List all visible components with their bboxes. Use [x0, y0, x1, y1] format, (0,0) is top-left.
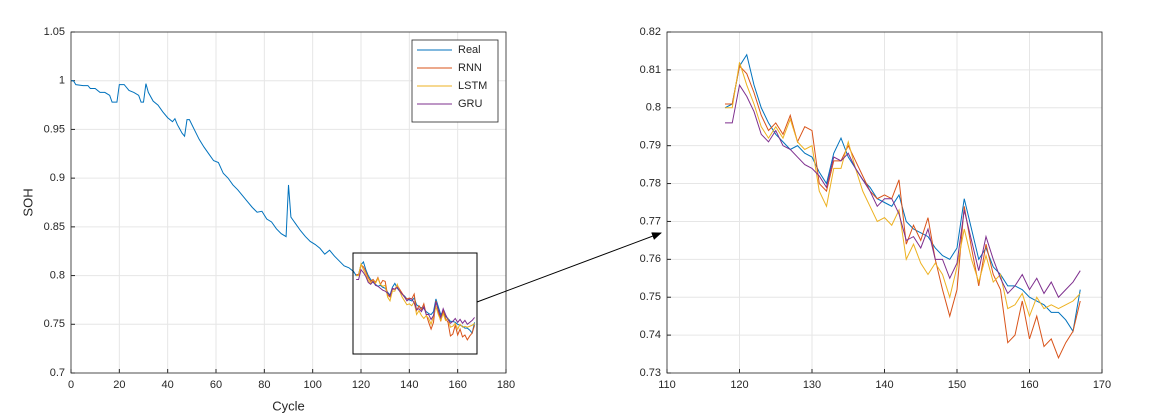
x-tick-label: 0 [68, 379, 74, 391]
x-tick-label: 140 [400, 379, 418, 391]
series-line [725, 83, 1081, 299]
legend-box [411, 39, 499, 123]
y-tick-label: 0.76 [640, 253, 661, 265]
zoom-arrow [476, 232, 662, 303]
x-tick-label: 100 [303, 379, 321, 391]
axes-box [70, 31, 507, 374]
legend-label: LSTM [458, 80, 487, 92]
y-axis-label: SOH [20, 188, 35, 216]
series-line [725, 62, 1081, 318]
legend: Real RNN LSTM GRU [411, 39, 499, 123]
legend-label: Real [458, 44, 481, 56]
x-tick-label: 160 [448, 379, 466, 391]
x-tick-label: 60 [210, 379, 222, 391]
y-tick-label: 0.79 [640, 140, 661, 152]
y-tick-label: 0.82 [640, 26, 661, 38]
axes: 0 20 40 60 80 100 120 140 160 180 0.7 0.75 0.8 0.85 0.… [20, 26, 515, 414]
axes-box [666, 31, 1103, 374]
x-axis-label: Cycle [272, 398, 305, 413]
x-tick-label: 180 [497, 379, 515, 391]
y-tick-label: 0.8 [646, 102, 661, 114]
y-tick-label: 0.9 [50, 172, 65, 184]
axes: 110 120 130 140 150 160 170 0.73 0.74 0.75 0.76 0.7… [640, 26, 1112, 391]
y-tick-label: 0.73 [640, 367, 661, 379]
series-line [71, 80, 476, 335]
x-tick-label: 150 [948, 379, 966, 391]
y-tick-label: 0.75 [44, 318, 65, 330]
y-tick-label: 1.05 [44, 26, 65, 38]
x-tick-label: 140 [875, 379, 893, 391]
y-tick-label: 0.95 [44, 123, 65, 135]
legend-label: GRU [458, 98, 483, 110]
y-tick-label: 0.74 [640, 329, 661, 341]
zoom-box [352, 252, 478, 355]
y-tick-label: 0.85 [44, 221, 65, 233]
y-tick-label: 0.8 [50, 269, 65, 281]
y-tick-label: 0.78 [640, 177, 661, 189]
y-tick-label: 1 [59, 75, 65, 87]
series-line [725, 65, 1081, 360]
x-tick-label: 120 [730, 379, 748, 391]
x-tick-label: 40 [162, 379, 174, 391]
x-tick-label: 130 [803, 379, 821, 391]
x-tick-label: 120 [352, 379, 370, 391]
y-tick-label: 0.75 [640, 291, 661, 303]
x-tick-label: 20 [113, 379, 125, 391]
series-line [356, 262, 475, 331]
y-tick-label: 0.7 [50, 367, 65, 379]
x-tick-label: 110 [658, 379, 676, 391]
x-tick-label: 160 [1020, 379, 1038, 391]
y-tick-label: 0.81 [640, 64, 661, 76]
y-tick-label: 0.77 [640, 215, 661, 227]
series-line [356, 268, 475, 326]
x-tick-label: 80 [258, 379, 270, 391]
x-tick-label: 170 [1093, 379, 1111, 391]
legend-label: RNN [458, 62, 482, 74]
